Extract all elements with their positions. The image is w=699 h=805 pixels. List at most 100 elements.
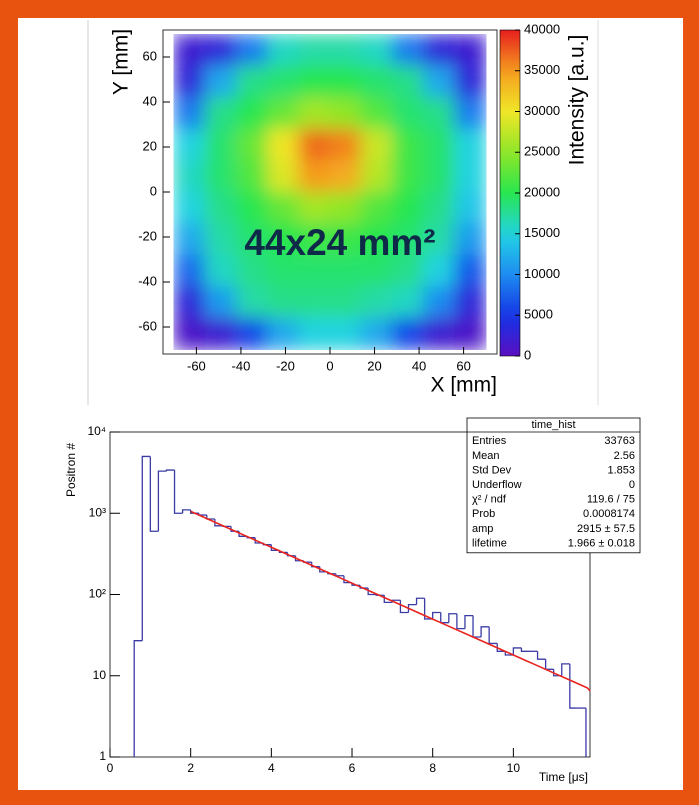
z-tick-label: 40000 [524,21,560,36]
heatmap-cell [454,255,486,288]
heatmap-cell [174,160,206,193]
z-tick-label: 15000 [524,225,560,240]
stats-value: 2.56 [614,450,635,462]
heatmap-cells [174,34,487,350]
heatmap-cell [361,160,393,193]
heatmap-cell [298,129,330,162]
heatmap-cell [174,192,206,225]
heatmap-cell [454,192,486,225]
y-tick-label: -40 [138,273,157,288]
heatmap-cell [205,318,237,351]
y-tick-label: 10² [89,587,106,601]
x-tick-label: 6 [349,761,356,775]
heatmap-cell [423,66,455,99]
heatmap-cell [392,34,424,67]
y-tick-label: -20 [138,228,157,243]
heatmap-cell [205,129,237,162]
y-tick-label: 10⁴ [87,424,106,438]
heatmap-cell [267,97,299,130]
stats-label: Prob [472,508,495,520]
stats-value: 33763 [604,435,635,447]
heatmap-cell [298,97,330,130]
heatmap-cell [423,286,455,319]
heatmap-cell [423,129,455,162]
heatmap-cell [392,66,424,99]
x-tick-label: 8 [429,761,436,775]
z-tick-label: 20000 [524,184,560,199]
heatmap-cell [392,97,424,130]
heatmap-cell [298,34,330,67]
figure: -60-40-200204060-60-40-20020406005000100… [0,0,699,805]
heatmap-cell [330,34,362,67]
x-tick-label: 40 [412,358,426,373]
heatmap-cell [174,66,206,99]
heatmap-cell [330,97,362,130]
stats-value: 1.853 [607,464,635,476]
heatmap-cell [361,97,393,130]
x-tick-label: -40 [232,358,251,373]
heatmap-cell [330,66,362,99]
heatmap-cell [298,286,330,319]
y-axis-label: Positron # [64,443,78,497]
heatmap-cell [174,97,206,130]
heatmap-cell [454,129,486,162]
stats-label: Std Dev [472,464,512,476]
x-tick-label: 10 [507,761,521,775]
heatmap-cell [330,129,362,162]
heatmap-cell [174,129,206,162]
heatmap-cell [205,97,237,130]
stats-label: χ² / ndf [472,494,507,506]
x-tick-label: -60 [187,358,206,373]
stats-label: Entries [472,435,507,447]
heatmap-cell [205,223,237,256]
x-axis-label: Time [μs] [539,770,588,784]
heatmap-cell [330,286,362,319]
heatmap-cell [174,286,206,319]
heatmap-cell [236,160,268,193]
heatmap-cell [454,286,486,319]
heatmap-cell [454,34,486,67]
x-tick-label: 20 [367,358,381,373]
heatmap-cell [205,286,237,319]
stats-label: Underflow [472,479,522,491]
heatmap-cell [236,66,268,99]
heatmap-cell [267,286,299,319]
heatmap-cell [298,160,330,193]
heatmap-cell [361,318,393,351]
y-tick-label: 10³ [89,505,106,519]
heatmap-cell [361,34,393,67]
heatmap-cell [454,318,486,351]
y-tick-label: 60 [143,48,157,63]
x-tick-label: 60 [456,358,470,373]
y-tick-label: 1 [99,749,106,763]
heatmap-cell [236,318,268,351]
heatmap-cell [392,318,424,351]
heatmap-cell [361,286,393,319]
z-tick-label: 10000 [524,266,560,281]
heatmap-cell [330,318,362,351]
heatmap-cell [454,97,486,130]
heatmap-cell [361,66,393,99]
heatmap-cell [267,34,299,67]
heatmap-cell [267,66,299,99]
heatmap-cell [236,97,268,130]
heatmap-cell [392,192,424,225]
heatmap-cell [298,192,330,225]
z-axis-label: Intensity [a.u.] [566,35,589,166]
z-tick-label: 0 [524,347,531,362]
y-tick-label: 0 [150,183,157,198]
z-tick-label: 25000 [524,144,560,159]
stats-label: Mean [472,450,500,462]
z-tick-label: 35000 [524,62,560,77]
heatmap-cell [236,286,268,319]
x-tick-label: 2 [187,761,194,775]
x-tick-label: 0 [107,761,114,775]
heatmap-cell [330,192,362,225]
heatmap-cell [423,192,455,225]
heatmap-cell [330,160,362,193]
heatmap-cell [361,192,393,225]
stats-label: lifetime [472,537,507,549]
x-tick-label: 4 [268,761,275,775]
heatmap-cell [454,66,486,99]
heatmap-cell [392,286,424,319]
